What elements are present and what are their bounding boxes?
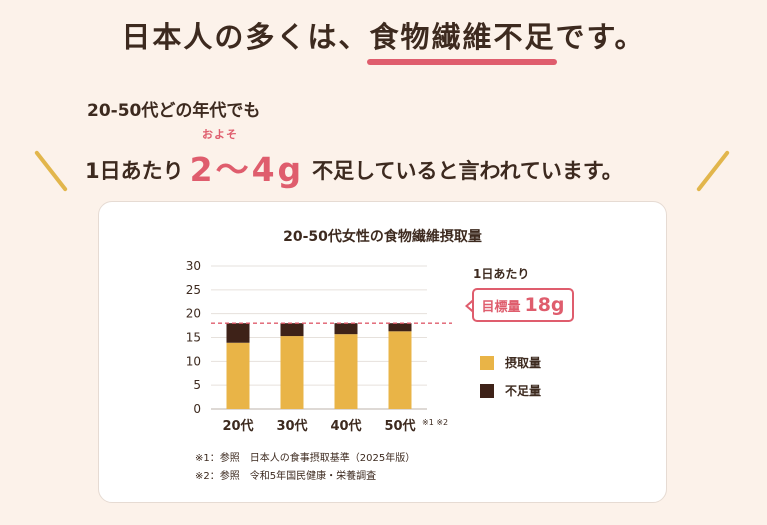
legend-intake-swatch (480, 355, 494, 370)
decor-slash-right (696, 150, 730, 192)
y-tick-label: 20 (186, 307, 201, 321)
bar-shortage (388, 323, 412, 332)
chart-card: 20-50代女性の食物繊維摂取量 0 5 10 15 20 25 30 20代 30代 40代 50… (98, 201, 667, 503)
headline-post: です。 (555, 20, 646, 54)
legend-shortage-swatch (480, 383, 494, 398)
line2-suffix: 不足していると言われています。 (312, 159, 623, 183)
bar-intake (388, 331, 412, 409)
footnote-1: ※1：参照 日本人の食事摂取基準（2025年版） (195, 453, 416, 464)
y-tick-label: 15 (186, 331, 201, 345)
y-tick-label: 10 (186, 354, 201, 368)
headline-highlight: 食物繊維不足 (367, 14, 558, 65)
bar-intake (334, 334, 358, 409)
notes-mark: ※1 ※2 (422, 418, 449, 427)
headline-pre: 日本人の多くは、 (121, 20, 370, 54)
decor-slash-left (34, 150, 68, 192)
legend-shortage: 不足量 (480, 382, 541, 399)
x-tick-label: 50代 (384, 418, 415, 434)
x-tick-label: 40代 (330, 418, 361, 434)
chart-title: 20-50代女性の食物繊維摂取量 (283, 229, 482, 245)
bar-intake (280, 336, 304, 409)
subheadline-line1: 20-50代どの年代でも (87, 101, 261, 121)
y-tick-label: 5 (193, 378, 201, 392)
bar-shortage (334, 323, 358, 335)
y-tick-label: 0 (193, 402, 201, 416)
target-per-day-label: 1日あたり (473, 267, 530, 281)
x-tick-label: 20代 (222, 418, 253, 434)
chart-plot: 0 5 10 15 20 25 30 20代 30代 40代 50代 (186, 259, 452, 434)
y-tick-label: 30 (186, 259, 201, 273)
legend-intake: 摂取量 (480, 354, 541, 371)
target-label: 目標量 (481, 299, 521, 315)
subheadline-line2: 1日あたり 2〜4g 不足していると言われています。 (85, 143, 623, 191)
target-badge: 目標量 18g (472, 288, 574, 322)
y-tick-label: 25 (186, 283, 201, 297)
line2-prefix: 1日あたり (85, 159, 184, 183)
footnote-2: ※2：参照 令和5年国民健康・栄養調査 (195, 471, 377, 482)
target-value: 18g (524, 294, 565, 316)
bar-shortage (280, 323, 304, 337)
headline: 日本人の多くは、食物繊維不足です。 (0, 14, 767, 65)
target-pointer (465, 299, 474, 313)
shortage-amount: 2〜4g (189, 150, 305, 189)
bar-intake (226, 342, 250, 409)
legend-shortage-label: 不足量 (505, 384, 542, 398)
x-tick-label: 30代 (276, 418, 307, 434)
bar-shortage (226, 323, 250, 343)
ruby-annotation: およそ (202, 128, 238, 141)
legend-intake-label: 摂取量 (505, 356, 542, 370)
